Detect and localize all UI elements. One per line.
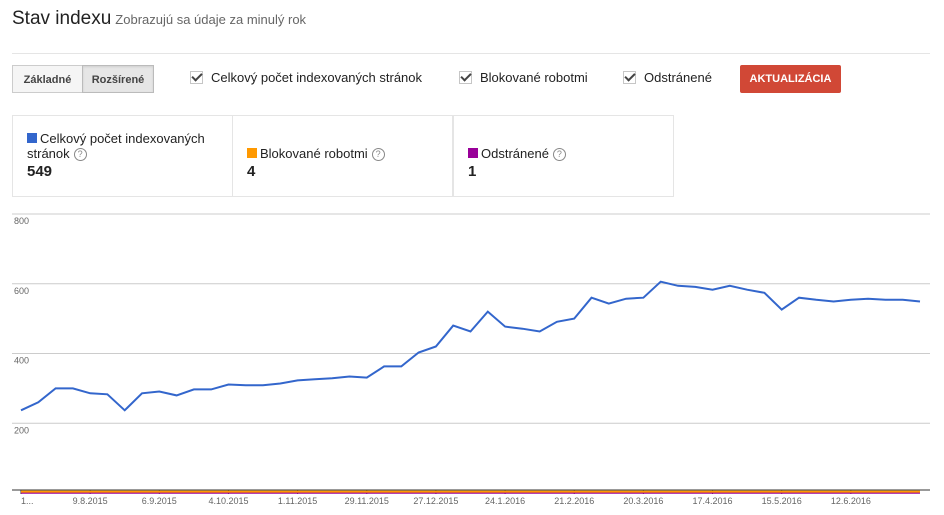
x-tick-label: 17.4.2016	[693, 496, 733, 506]
legend-swatch	[247, 148, 257, 158]
checkbox[interactable]: Odstránené	[623, 70, 712, 85]
x-tick-label: 6.9.2015	[142, 496, 177, 506]
x-tick-label: 27.12.2015	[413, 496, 458, 506]
summary-value: 549	[27, 163, 53, 180]
legend-swatch	[27, 133, 37, 143]
x-tick-label: 15.5.2016	[762, 496, 802, 506]
update-button[interactable]: AKTUALIZÁCIA	[740, 65, 841, 93]
x-tick-label: 20.3.2016	[623, 496, 663, 506]
series-line	[20, 280, 921, 412]
x-tick-label: 1...	[21, 496, 34, 506]
checkbox-label: Blokované robotmi	[480, 70, 588, 85]
x-tick-label: 29.11.2015	[345, 496, 389, 506]
page-subtitle: Zobrazujú sa údaje za minulý rok	[115, 12, 307, 27]
x-tick-label: 9.8.2015	[73, 496, 108, 506]
summary-card[interactable]: Celkový počet indexovaných stránok? 549	[12, 115, 233, 197]
y-tick-label: 400	[14, 356, 29, 366]
legend-label: Celkový počet indexovaných stránok	[27, 131, 205, 161]
divider	[12, 53, 930, 54]
y-tick-label: 200	[14, 425, 29, 435]
summary-card[interactable]: Odstránené? 1	[453, 115, 674, 197]
x-tick-label: 21.2.2016	[554, 496, 594, 506]
view-button[interactable]: Rozšírené	[82, 65, 154, 93]
y-tick-label: 600	[14, 286, 29, 296]
x-tick-label: 4.10.2015	[208, 496, 248, 506]
checkbox-label: Celkový počet indexovaných stránok	[211, 70, 423, 85]
legend-label: Blokované robotmi	[260, 146, 368, 161]
x-tick-label: 1.11.2015	[278, 496, 317, 506]
legend-label: Odstránené	[481, 146, 549, 161]
x-tick-label: 24.1.2016	[485, 496, 525, 506]
summary-value: 4	[247, 163, 256, 180]
summary-card[interactable]: Blokované robotmi? 4	[232, 115, 453, 197]
y-tick-label: 800	[14, 216, 29, 226]
checkbox[interactable]: Celkový počet indexovaných stránok	[190, 70, 422, 85]
view-button[interactable]: Základné	[12, 65, 83, 93]
checkbox[interactable]: Blokované robotmi	[459, 70, 588, 85]
title-row: Stav indexu Zobrazujú sa údaje za minulý …	[12, 8, 306, 30]
checkbox-label: Odstránené	[644, 70, 712, 85]
x-tick-label: 12.6.2016	[831, 496, 871, 506]
page-title: Stav indexu	[12, 8, 112, 29]
legend-swatch	[468, 148, 478, 158]
summary-value: 1	[468, 163, 477, 180]
